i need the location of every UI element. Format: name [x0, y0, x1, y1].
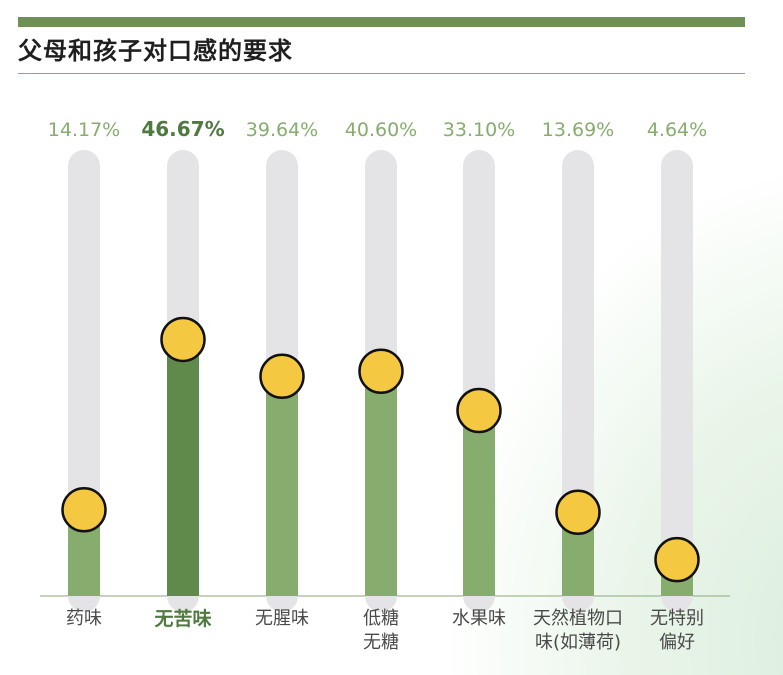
- value-label: 13.69%: [542, 119, 614, 141]
- category-label: 水果味: [452, 608, 506, 629]
- title-divider: [18, 73, 745, 74]
- bar-marker: [654, 536, 700, 583]
- value-label: 33.10%: [443, 119, 515, 141]
- bar-marker: [456, 387, 502, 434]
- value-label: 46.67%: [141, 117, 224, 141]
- category-label: 无苦味: [154, 608, 212, 630]
- bar-marker: [160, 316, 206, 363]
- category-label: 无腥味: [255, 608, 309, 629]
- bar: [463, 410, 495, 596]
- category-label: 天然植物口 味(如薄荷): [533, 608, 623, 653]
- bar-marker: [358, 348, 404, 395]
- category-label: 药味: [66, 608, 102, 629]
- value-label: 40.60%: [345, 119, 417, 141]
- bar: [167, 339, 199, 596]
- header-accent-bar: [18, 17, 745, 27]
- bar-track: [661, 150, 693, 612]
- bar: [266, 376, 298, 596]
- bar: [365, 371, 397, 596]
- value-label: 4.64%: [647, 119, 707, 141]
- bar-marker: [259, 353, 305, 400]
- category-label: 低糖 无糖: [363, 608, 399, 653]
- value-label: 14.17%: [48, 119, 120, 141]
- bar-marker: [61, 486, 107, 533]
- value-label: 39.64%: [246, 119, 318, 141]
- bar-marker: [555, 489, 601, 536]
- chart-title: 父母和孩子对口感的要求: [18, 37, 293, 65]
- category-label: 无特别 偏好: [650, 608, 704, 653]
